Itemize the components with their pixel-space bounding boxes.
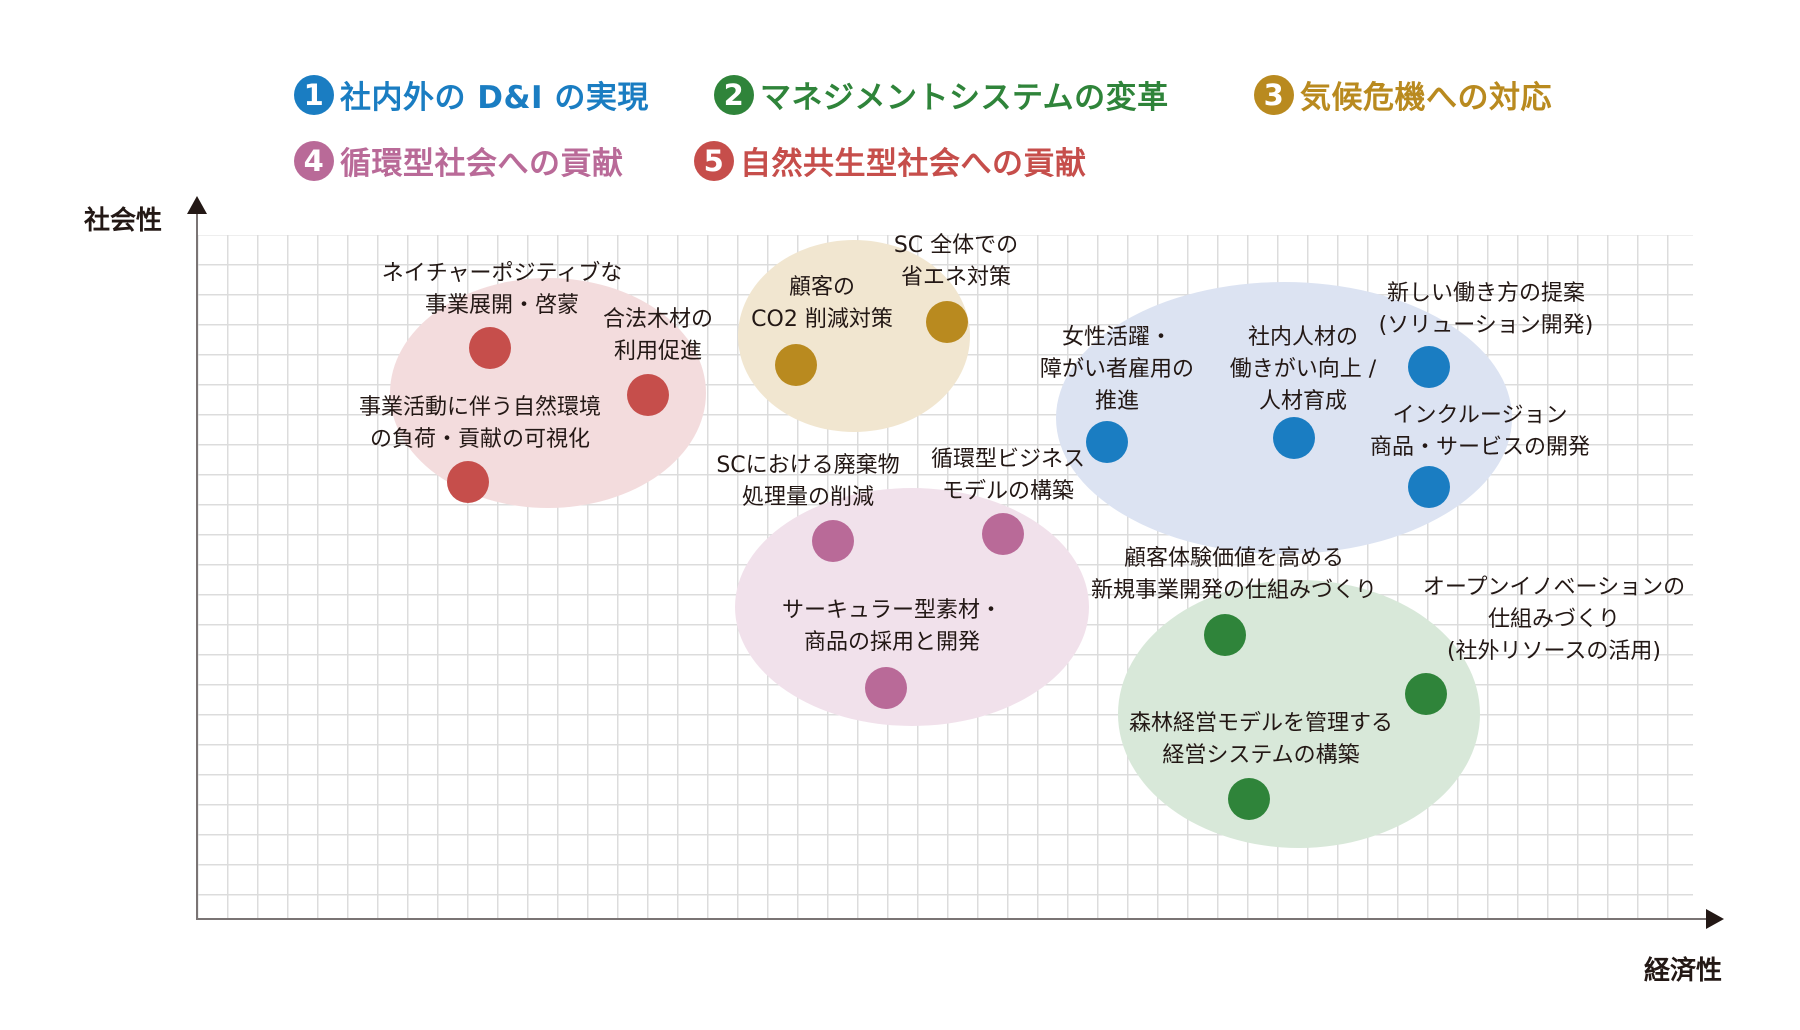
legend-label: 循環型社会への貢献 <box>340 146 624 182</box>
number-2-icon: 2 <box>714 74 754 115</box>
legend-item-5: 5 自然共生型社会への貢献 <box>694 138 1087 183</box>
point-label: SCにおける廃棄物 処理量の削減 <box>716 453 900 510</box>
legend-item-4: 4 循環型社会への貢献 <box>294 138 624 183</box>
data-point[interactable] <box>1408 346 1450 388</box>
legend-item-1: 1 社内外の D&I の実現 <box>294 72 649 117</box>
point-label: 事業活動に伴う自然環境 の負荷・貢献の可視化 <box>358 395 602 452</box>
data-point[interactable] <box>775 344 817 386</box>
point-label: 合法木材の 利用促進 <box>602 307 714 364</box>
data-point[interactable] <box>447 461 489 503</box>
data-point[interactable] <box>1086 421 1128 463</box>
point-label: 社内人材の 働きがい向上 / 人材育成 <box>1229 325 1377 414</box>
legend-item-2: 2 マネジメントシステムの変革 <box>714 72 1169 117</box>
point-label: 循環型ビジネス モデルの構築 <box>930 447 1086 504</box>
legend-label: 気候危機への対応 <box>1300 80 1552 116</box>
point-label: SC 全体での 省エネ対策 <box>893 233 1019 290</box>
y-axis <box>196 210 198 920</box>
x-axis-label: 経済性 <box>1644 956 1723 986</box>
point-label: ネイチャーポジティブな 事業展開・啓蒙 <box>381 261 623 318</box>
data-point[interactable] <box>865 667 907 709</box>
data-point[interactable] <box>1408 466 1450 508</box>
legend-item-3: 3 気候危機への対応 <box>1254 72 1552 117</box>
cluster-4-circular <box>735 488 1089 726</box>
data-point[interactable] <box>627 374 669 416</box>
number-5-icon: 5 <box>694 140 734 181</box>
point-label: 森林経営モデルを管理する 経営システムの構築 <box>1128 711 1394 768</box>
point-label: サーキュラー型素材・ 商品の採用と開発 <box>781 598 1003 655</box>
data-point[interactable] <box>1405 673 1447 715</box>
data-point[interactable] <box>1204 614 1246 656</box>
legend-label: 自然共生型社会への貢献 <box>740 146 1087 182</box>
point-label: 新しい働き方の提案 (ソリューション開発) <box>1378 281 1594 338</box>
point-label: 顧客体験価値を高める 新規事業開発の仕組みづくり <box>1090 546 1378 603</box>
legend-label: マネジメントシステムの変革 <box>760 80 1169 116</box>
data-point[interactable] <box>1273 417 1315 459</box>
point-label: インクルージョン 商品・サービスの開発 <box>1369 403 1591 460</box>
x-axis-arrow-icon <box>1706 909 1724 929</box>
number-1-icon: 1 <box>294 74 334 115</box>
data-point[interactable] <box>812 520 854 562</box>
point-label: 女性活躍・ 障がい者雇用の 推進 <box>1039 325 1195 414</box>
data-point[interactable] <box>982 513 1024 555</box>
data-point[interactable] <box>926 301 968 343</box>
y-axis-label: 社会性 <box>84 206 163 236</box>
data-point[interactable] <box>469 327 511 369</box>
x-axis <box>196 918 1716 920</box>
point-label: 顧客の CO2 削減対策 <box>751 275 893 332</box>
data-point[interactable] <box>1228 778 1270 820</box>
legend-label: 社内外の D&I の実現 <box>340 80 649 116</box>
point-label: オープンイノベーションの 仕組みづくり (社外リソースの活用) <box>1422 575 1686 664</box>
y-axis-arrow-icon <box>187 196 207 214</box>
number-4-icon: 4 <box>294 140 334 181</box>
number-3-icon: 3 <box>1254 74 1294 115</box>
cluster-1-dni <box>1056 282 1512 554</box>
